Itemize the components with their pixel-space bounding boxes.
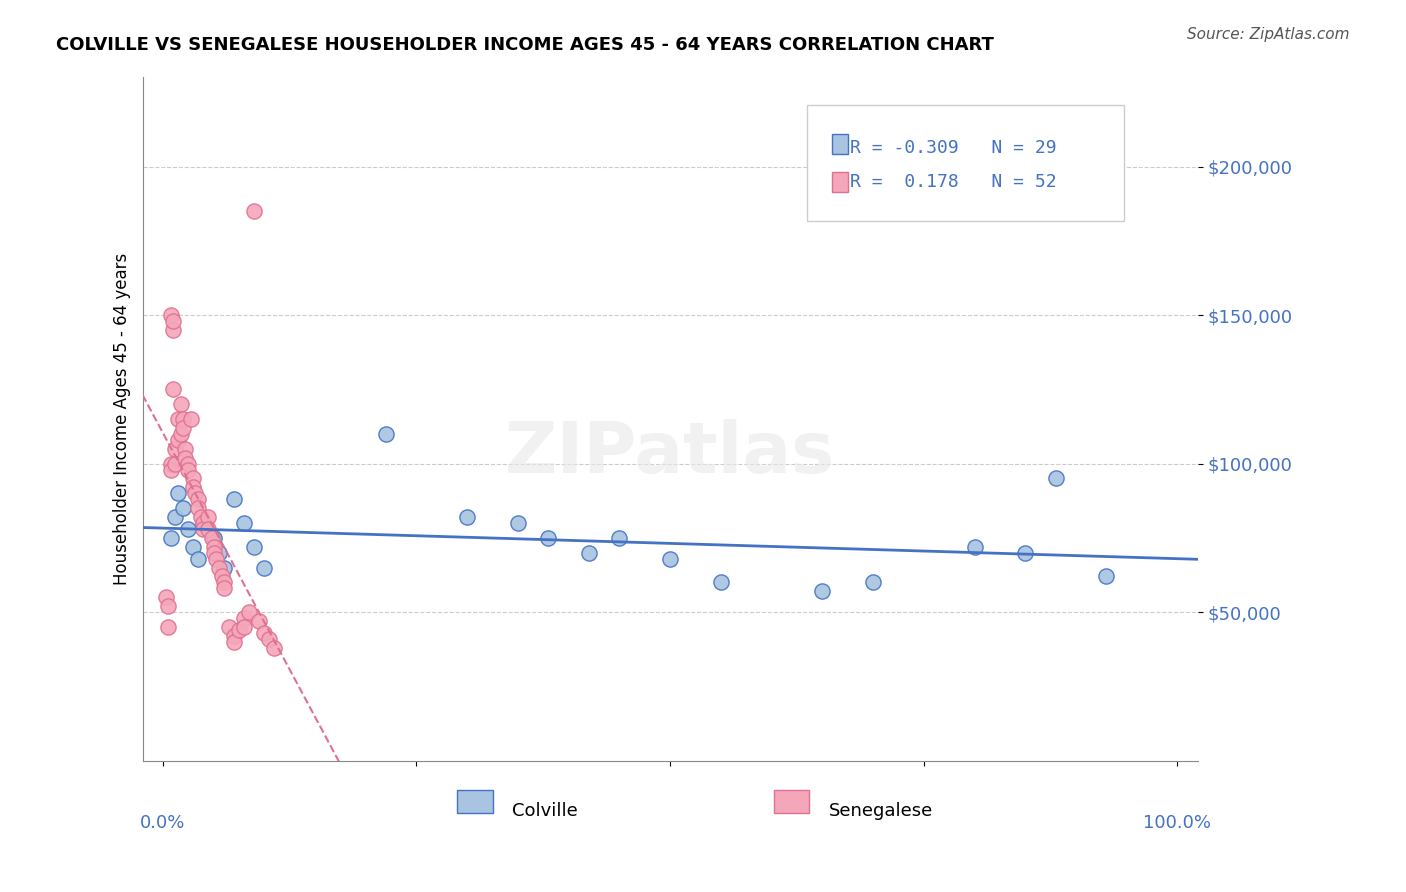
Point — [163, 457, 186, 471]
Point — [811, 584, 834, 599]
Point — [162, 314, 184, 328]
Point — [163, 510, 186, 524]
Point — [211, 569, 233, 583]
Point — [963, 540, 986, 554]
Point — [253, 626, 276, 640]
Point — [177, 462, 200, 476]
Point — [222, 492, 245, 507]
Text: Colville: Colville — [512, 802, 578, 820]
Point — [1045, 471, 1067, 485]
Point — [609, 531, 631, 545]
Point — [187, 492, 209, 507]
Point — [170, 426, 193, 441]
Point — [1095, 569, 1118, 583]
Point — [181, 471, 204, 485]
Point — [537, 531, 560, 545]
Point — [181, 480, 204, 494]
Point — [172, 412, 194, 426]
Point — [181, 540, 204, 554]
Point — [375, 426, 398, 441]
FancyBboxPatch shape — [831, 134, 848, 154]
Point — [184, 486, 207, 500]
Point — [174, 442, 197, 456]
Point — [155, 591, 177, 605]
Point — [160, 308, 183, 322]
Point — [233, 620, 256, 634]
Point — [202, 540, 225, 554]
Point — [167, 486, 190, 500]
Point — [162, 323, 184, 337]
Point — [162, 382, 184, 396]
Point — [202, 546, 225, 560]
FancyBboxPatch shape — [807, 104, 1123, 221]
Point — [190, 510, 212, 524]
Point — [170, 397, 193, 411]
Text: 0.0%: 0.0% — [141, 814, 186, 832]
Point — [578, 546, 600, 560]
Point — [228, 623, 250, 637]
Text: ZIPatlas: ZIPatlas — [505, 418, 835, 488]
Point — [253, 560, 276, 574]
Point — [160, 462, 183, 476]
Point — [212, 560, 235, 574]
Y-axis label: Householder Income Ages 45 - 64 years: Householder Income Ages 45 - 64 years — [114, 253, 131, 585]
Point — [193, 516, 215, 530]
Point — [243, 540, 266, 554]
Point — [187, 501, 209, 516]
Point — [163, 442, 186, 456]
Point — [263, 640, 285, 655]
Text: Source: ZipAtlas.com: Source: ZipAtlas.com — [1187, 27, 1350, 42]
Point — [156, 599, 179, 614]
Point — [156, 620, 179, 634]
Point — [222, 629, 245, 643]
Point — [197, 510, 219, 524]
FancyBboxPatch shape — [457, 790, 494, 814]
Text: R =  0.178   N = 52: R = 0.178 N = 52 — [849, 173, 1056, 191]
Point — [212, 575, 235, 590]
Point — [200, 531, 222, 545]
Point — [659, 551, 682, 566]
Point — [233, 611, 256, 625]
Point — [247, 614, 270, 628]
Point — [212, 582, 235, 596]
Point — [177, 457, 200, 471]
Text: Senegalese: Senegalese — [828, 802, 932, 820]
Point — [233, 516, 256, 530]
Point — [174, 450, 197, 465]
Text: R = -0.309   N = 29: R = -0.309 N = 29 — [849, 139, 1056, 157]
Point — [172, 421, 194, 435]
Point — [862, 575, 884, 590]
Text: COLVILLE VS SENEGALESE HOUSEHOLDER INCOME AGES 45 - 64 YEARS CORRELATION CHART: COLVILLE VS SENEGALESE HOUSEHOLDER INCOM… — [56, 36, 994, 54]
Point — [172, 501, 194, 516]
Point — [710, 575, 733, 590]
Point — [193, 522, 215, 536]
Point — [238, 605, 260, 619]
Point — [202, 531, 225, 545]
Point — [167, 412, 190, 426]
Point — [1014, 546, 1036, 560]
Point — [204, 551, 226, 566]
Point — [207, 546, 229, 560]
Point — [222, 635, 245, 649]
Text: 100.0%: 100.0% — [1143, 814, 1212, 832]
Point — [243, 204, 266, 219]
Point — [218, 620, 240, 634]
Point — [207, 560, 229, 574]
Point — [177, 522, 200, 536]
Point — [456, 510, 478, 524]
Point — [160, 457, 183, 471]
Point — [259, 632, 281, 646]
FancyBboxPatch shape — [773, 790, 810, 814]
Point — [197, 522, 219, 536]
FancyBboxPatch shape — [831, 172, 848, 192]
Point — [160, 531, 183, 545]
Point — [506, 516, 529, 530]
Point — [193, 516, 215, 530]
Point — [167, 433, 190, 447]
Point — [180, 412, 202, 426]
Point — [187, 551, 209, 566]
